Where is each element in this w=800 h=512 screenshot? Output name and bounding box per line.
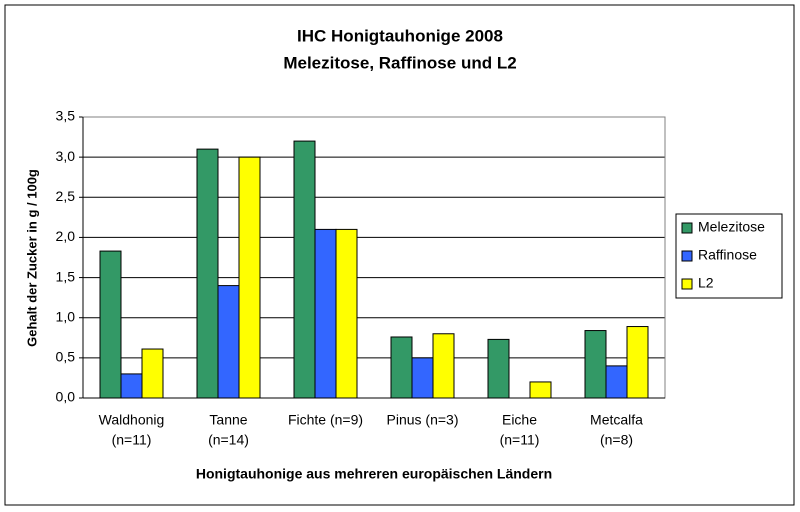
x-tick-label: Waldhonig xyxy=(99,412,165,428)
chart-subtitle: Melezitose, Raffinose und L2 xyxy=(283,53,516,72)
bar xyxy=(390,336,413,399)
y-tick-label: 3,0 xyxy=(56,148,76,164)
plot-area xyxy=(83,117,665,398)
bar xyxy=(99,250,122,399)
legend-label: Melezitose xyxy=(698,219,765,235)
y-tick-label: 0,5 xyxy=(56,349,76,365)
legend-label: L2 xyxy=(698,275,714,291)
bar xyxy=(196,148,219,399)
chart-title: IHC Honigtauhonige 2008 xyxy=(297,26,503,45)
bar xyxy=(432,333,455,399)
legend-label: Raffinose xyxy=(698,247,757,263)
x-axis-label: Honigtauhonige aus mehreren europäischen… xyxy=(196,466,552,482)
bar xyxy=(335,228,358,399)
y-tick-label: 0,0 xyxy=(56,389,76,405)
x-tick-label: Fichte (n=9) xyxy=(288,412,363,428)
y-axis-label: Gehalt der Zucker in g / 100g xyxy=(24,169,39,347)
legend-box xyxy=(675,213,783,299)
bar xyxy=(626,326,649,399)
legend-swatch xyxy=(681,222,693,234)
x-tick-label: Metcalfa xyxy=(590,412,643,428)
x-tick-label: (n=11) xyxy=(500,432,540,448)
x-tick-label: Eiche xyxy=(502,412,537,428)
y-tick-label: 1,5 xyxy=(56,268,76,284)
y-tick-label: 2,0 xyxy=(56,228,76,244)
bar xyxy=(293,140,316,399)
y-tick-label: 1,0 xyxy=(56,308,76,324)
bar xyxy=(487,338,510,399)
bar xyxy=(584,330,607,399)
bar xyxy=(605,365,628,399)
bar xyxy=(120,373,143,399)
legend-swatch xyxy=(681,278,693,290)
x-tick-label: (n=8) xyxy=(600,432,633,448)
y-tick-label: 2,5 xyxy=(56,188,76,204)
bar xyxy=(217,285,240,399)
x-tick-label: Pinus (n=3) xyxy=(387,412,459,428)
x-tick-label: Tanne xyxy=(209,412,247,428)
bar xyxy=(238,156,261,399)
bar xyxy=(411,357,434,399)
x-tick-label: (n=14) xyxy=(208,432,249,448)
bar xyxy=(141,348,164,399)
bar xyxy=(529,381,552,399)
x-tick-label: (n=11) xyxy=(112,432,152,448)
y-tick-label: 3,5 xyxy=(56,108,76,124)
bar xyxy=(314,228,337,399)
legend-swatch xyxy=(681,250,693,262)
